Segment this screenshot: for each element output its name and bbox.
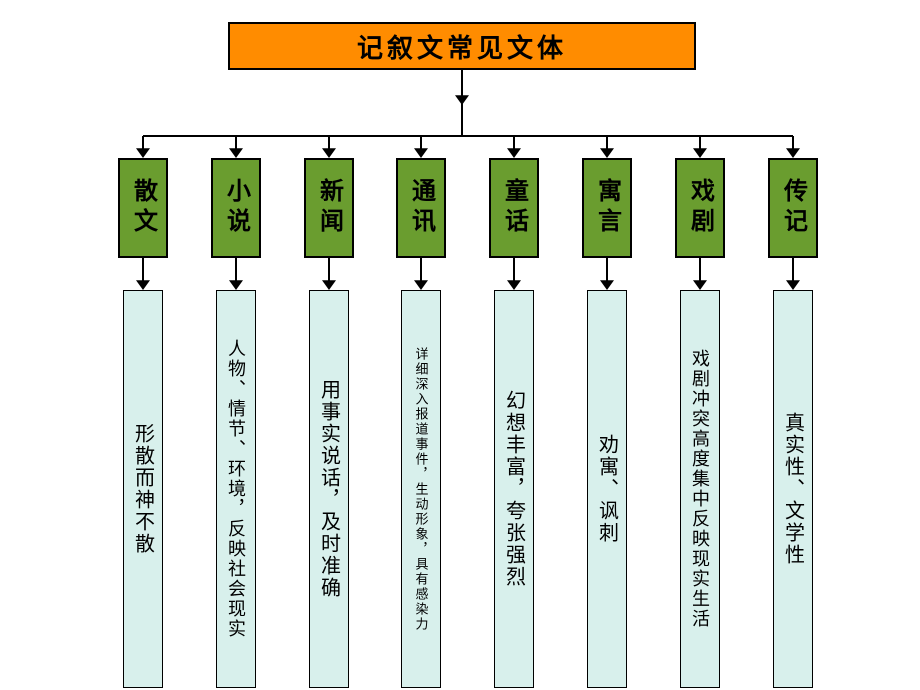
category-label: 新闻 [312,178,347,238]
description-node: 劝寓、讽刺 [587,290,627,688]
category-node: 新闻 [304,158,354,258]
category-label: 小说 [219,178,254,238]
description-label: 幻想丰富，夸张强烈 [500,390,529,588]
description-label: 人物、情节、环境，反映社会现实 [223,339,249,639]
category-node: 寓言 [582,158,632,258]
category-node: 散文 [118,158,168,258]
category-label: 童话 [497,178,532,238]
description-node: 详细深入报道事件，生动形象，具有感染力 [401,290,441,688]
category-label: 散文 [126,178,161,238]
description-node: 幻想丰富，夸张强烈 [494,290,534,688]
description-node: 人物、情节、环境，反映社会现实 [216,290,256,688]
category-label: 寓言 [590,178,625,238]
description-label: 详细深入报道事件，生动形象，具有感染力 [412,347,431,632]
category-node: 通讯 [396,158,446,258]
description-label: 戏剧冲突高度集中反映现实生活 [687,349,713,629]
category-label: 传记 [776,178,811,238]
category-node: 童话 [489,158,539,258]
category-node: 戏剧 [675,158,725,258]
category-node: 传记 [768,158,818,258]
category-node: 小说 [211,158,261,258]
category-label: 戏剧 [683,178,718,238]
description-node: 用事实说话，及时准确 [309,290,349,688]
description-label: 用事实说话，及时准确 [315,379,344,599]
description-label: 劝寓、讽刺 [593,434,622,544]
description-label: 真实性、文学性 [779,412,808,566]
description-node: 戏剧冲突高度集中反映现实生活 [680,290,720,688]
description-node: 真实性、文学性 [773,290,813,688]
root-node: 记叙文常见文体 [228,22,696,70]
category-label: 通讯 [404,178,439,238]
description-node: 形散而神不散 [123,290,163,688]
description-label: 形散而神不散 [129,423,158,555]
root-label: 记叙文常见文体 [357,28,567,65]
